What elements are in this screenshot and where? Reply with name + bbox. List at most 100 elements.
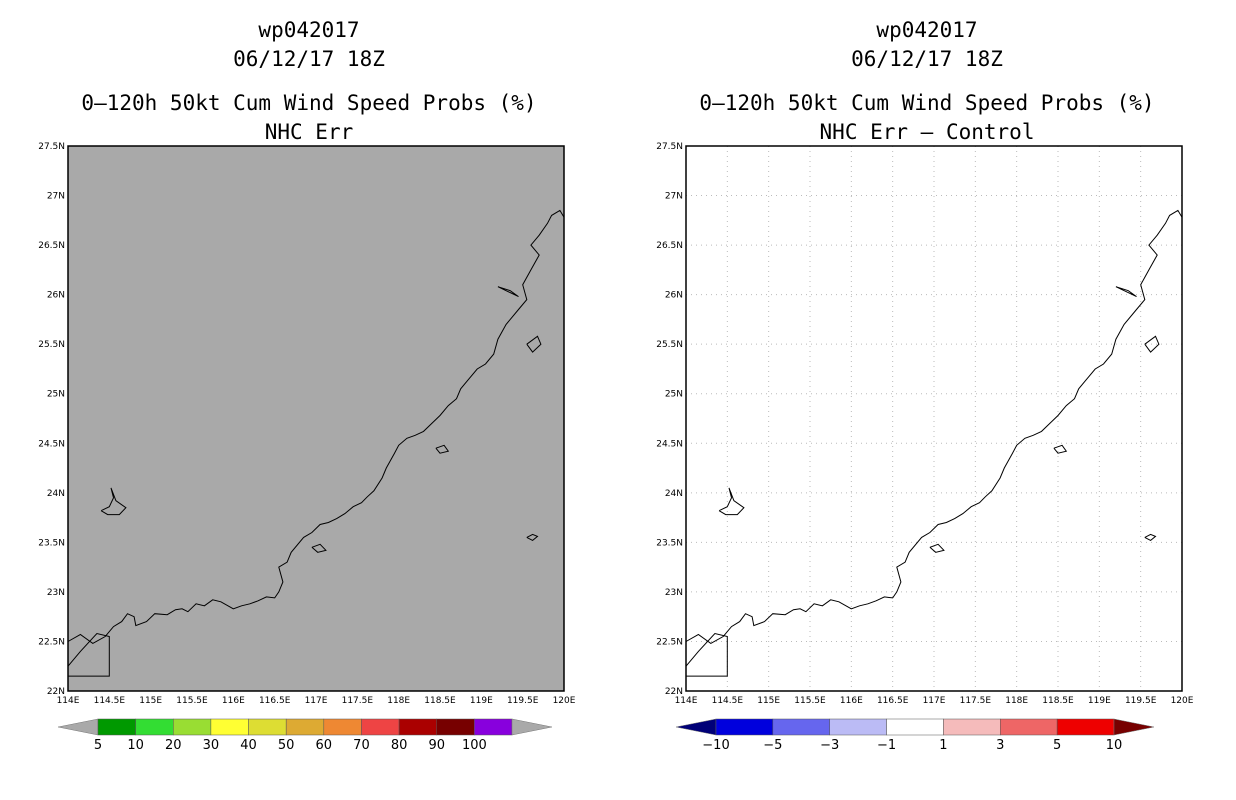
lat-tick-label: 27N bbox=[665, 192, 683, 202]
lon-tick-label: 119.5E bbox=[507, 696, 539, 706]
island-outline bbox=[929, 543, 945, 553]
lat-tick-label: 25.5N bbox=[656, 340, 683, 350]
lon-tick-label: 119.5E bbox=[1125, 696, 1157, 706]
colorbar-swatch bbox=[829, 718, 887, 736]
lon-tick-label: 114E bbox=[57, 696, 80, 706]
panel-subtitle: NHC Err bbox=[264, 120, 354, 144]
colorbar-swatch bbox=[285, 718, 325, 736]
colorbar-swatch bbox=[1056, 718, 1115, 736]
lat-tick-label: 22.5N bbox=[656, 637, 683, 647]
storm-id-title: wp042017 bbox=[876, 18, 978, 42]
lat-tick-label: 26.5N bbox=[656, 241, 683, 251]
island-outline bbox=[526, 335, 542, 353]
lat-tick-label: 22.5N bbox=[38, 637, 65, 647]
coastline bbox=[685, 209, 1183, 644]
lon-tick-label: 118E bbox=[387, 696, 410, 706]
colorbar-over-arrow bbox=[1113, 718, 1155, 736]
colorbar-label: 10 bbox=[1106, 738, 1123, 753]
colorbar-label: −5 bbox=[763, 738, 782, 753]
lon-tick-label: 120E bbox=[553, 696, 576, 706]
left-map-svg: 27.5N 27N 26.5N 26N 25.5N 25N 24.5N 24N 23.5N 23N… bbox=[38, 142, 576, 753]
colorbar-label: 100 bbox=[462, 738, 487, 753]
lon-tick-label: 117E bbox=[305, 696, 328, 706]
island-outline bbox=[526, 533, 539, 541]
coastline bbox=[67, 209, 565, 644]
colorbar-swatch bbox=[772, 718, 830, 736]
colorbar-swatch bbox=[97, 718, 136, 736]
lat-tick-label: 24N bbox=[665, 489, 683, 499]
map-frame bbox=[67, 145, 565, 692]
colorbar-label: 1 bbox=[939, 738, 947, 753]
lat-tick-label: 23.5N bbox=[656, 538, 683, 548]
colorbar-label: −10 bbox=[702, 738, 729, 753]
left-map-panel: wp042017 06/12/17 18Z 0–120h 50kt Cum Wi… bbox=[38, 18, 576, 753]
island-outline bbox=[718, 487, 745, 516]
product-title: 0–120h 50kt Cum Wind Speed Probs (%) bbox=[699, 91, 1155, 115]
panel-subtitle: NHC Err – Control bbox=[819, 120, 1035, 144]
date-time-title: 06/12/17 18Z bbox=[851, 47, 1003, 71]
lat-tick-label: 23.5N bbox=[38, 538, 65, 548]
lat-tick-label: 22N bbox=[665, 687, 683, 697]
lat-tick-label: 26.5N bbox=[38, 241, 65, 251]
lon-tick-label: 116E bbox=[222, 696, 245, 706]
lon-tick-label: 119E bbox=[1088, 696, 1111, 706]
lon-tick-label: 116.5E bbox=[877, 696, 909, 706]
lat-tick-label: 25N bbox=[47, 390, 65, 400]
lat-tick-label: 23N bbox=[47, 588, 65, 598]
lon-tick-label: 118E bbox=[1005, 696, 1028, 706]
lon-tick-label: 116.5E bbox=[259, 696, 291, 706]
lat-tick-label: 25.5N bbox=[38, 340, 65, 350]
colorbar-over-arrow bbox=[511, 718, 553, 736]
product-title: 0–120h 50kt Cum Wind Speed Probs (%) bbox=[81, 91, 537, 115]
lat-tick-label: 27.5N bbox=[38, 142, 65, 152]
lon-tick-label: 114E bbox=[675, 696, 698, 706]
colorbar-swatch bbox=[436, 718, 475, 736]
island-outline bbox=[67, 632, 110, 677]
island-outline bbox=[435, 444, 450, 454]
colorbar-label: 30 bbox=[203, 738, 220, 753]
right-map-svg: 27.5N 27N 26.5N 26N 25.5N 25N 24.5N 24N 23.5N 23N… bbox=[656, 142, 1194, 753]
colorbar-swatch bbox=[474, 718, 513, 736]
colorbar-swatch bbox=[361, 718, 400, 736]
lat-tick-label: 24.5N bbox=[38, 439, 65, 449]
lat-tick-label: 27.5N bbox=[656, 142, 683, 152]
colorbar-label: 60 bbox=[316, 738, 333, 753]
island-outline bbox=[497, 286, 519, 298]
colorbar-under-arrow bbox=[675, 718, 717, 736]
colorbar-swatch bbox=[323, 718, 362, 736]
lon-tick-label: 118.5E bbox=[1042, 696, 1074, 706]
lon-tick-label: 120E bbox=[1171, 696, 1194, 706]
colorbar-swatch bbox=[135, 718, 174, 736]
colorbar-label: 3 bbox=[996, 738, 1004, 753]
lon-tick-label: 119E bbox=[470, 696, 493, 706]
island-outline bbox=[100, 487, 127, 516]
colorbar-label: 20 bbox=[165, 738, 182, 753]
right-map-panel: wp042017 06/12/17 18Z 0–120h 50kt Cum Wi… bbox=[618, 0, 1236, 800]
map-frame bbox=[685, 145, 1183, 692]
colorbar-label: 90 bbox=[428, 738, 445, 753]
lat-tick-label: 26N bbox=[665, 291, 683, 301]
lat-tick-label: 24.5N bbox=[656, 439, 683, 449]
date-time-title: 06/12/17 18Z bbox=[233, 47, 385, 71]
colorbar-label: −1 bbox=[877, 738, 896, 753]
lat-tick-label: 25N bbox=[665, 390, 683, 400]
island-outline bbox=[1144, 533, 1157, 541]
map-background bbox=[686, 146, 1182, 691]
lat-tick-label: 23N bbox=[665, 588, 683, 598]
colorbar-label: −3 bbox=[820, 738, 839, 753]
storm-id-title: wp042017 bbox=[258, 18, 360, 42]
lon-tick-label: 115E bbox=[139, 696, 162, 706]
colorbar-label: 80 bbox=[391, 738, 408, 753]
colorbar-swatch bbox=[398, 718, 437, 736]
lat-tick-label: 22N bbox=[47, 687, 65, 697]
lat-tick-label: 26N bbox=[47, 291, 65, 301]
lon-tick-label: 117.5E bbox=[960, 696, 992, 706]
lon-tick-label: 115E bbox=[757, 696, 780, 706]
lon-tick-label: 117.5E bbox=[342, 696, 374, 706]
colorbar-swatch bbox=[715, 718, 774, 736]
colorbar-swatch bbox=[248, 718, 287, 736]
colorbar-swatch bbox=[210, 718, 249, 736]
island-outline bbox=[1053, 444, 1068, 454]
colorbar-swatch bbox=[886, 718, 944, 736]
colorbar-under-arrow bbox=[57, 718, 99, 736]
